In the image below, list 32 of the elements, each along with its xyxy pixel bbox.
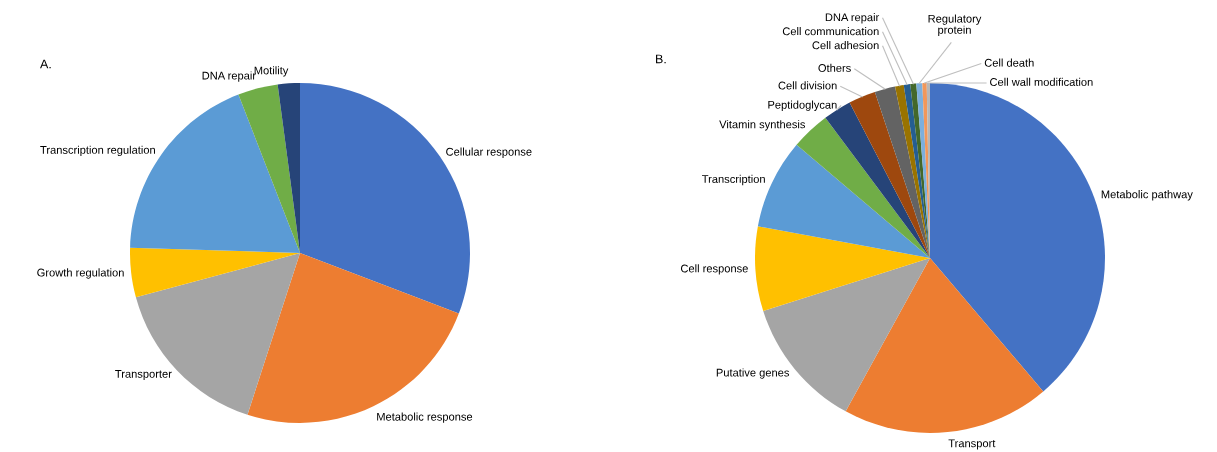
slice-label: Cell communication [782, 27, 879, 36]
slice-label: Motility [254, 66, 289, 77]
pie-slice [849, 91, 930, 258]
slice-label: Metabolic pathway [1101, 190, 1193, 201]
slice-label: Metabolic response [377, 412, 473, 423]
slice-label: Transcription [702, 174, 765, 186]
slice-label: Others [818, 63, 851, 72]
slice-label: Vitamin synthesis [719, 120, 806, 131]
slice-label: DNA repair [825, 13, 880, 24]
slice-label: Transcription regulation [40, 145, 155, 157]
slice-label: Peptidoglycan [768, 100, 837, 111]
slice-label: Putative genes [716, 368, 790, 379]
slice-label: Regulatory protein [928, 14, 982, 37]
pie-slice [903, 84, 930, 258]
slice-label: Growth regulation [37, 268, 124, 279]
pie-slice [895, 84, 930, 258]
slice-label: Cellular response [446, 147, 532, 158]
slice-label: Cell adhesion [812, 41, 879, 50]
slice-label: Cell wall modification [990, 77, 1093, 86]
slice-label: Transport [948, 439, 996, 450]
pie-slice [755, 226, 930, 312]
slice-label: Transporter [115, 370, 172, 381]
slice-label: Cell death [984, 58, 1034, 67]
pie-slice [845, 258, 1044, 433]
slice-label: Cell response [680, 264, 748, 275]
chart-title: A. [40, 59, 51, 69]
pie-slice [238, 84, 300, 253]
slice-label: Cell division [778, 81, 837, 90]
pie-slice [130, 247, 300, 298]
pie-slice [874, 86, 930, 258]
slice-label: DNA repair [202, 71, 256, 82]
text: B. [656, 54, 666, 64]
